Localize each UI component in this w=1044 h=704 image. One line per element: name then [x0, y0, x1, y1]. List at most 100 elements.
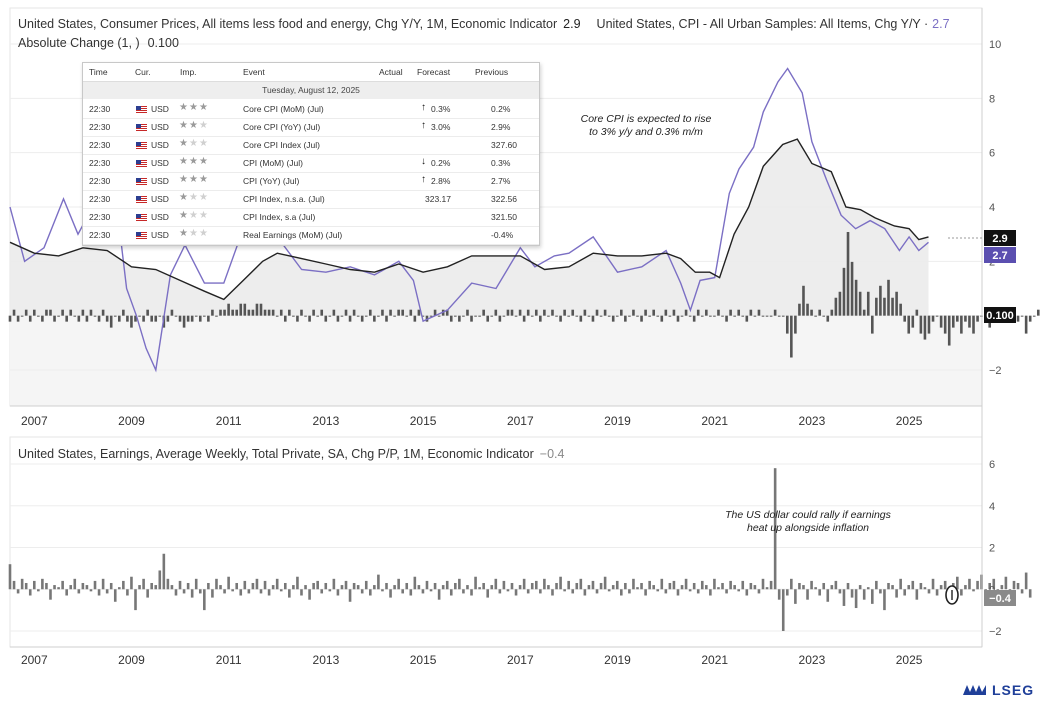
us-flag-icon — [136, 142, 147, 149]
change-bar — [696, 309, 700, 316]
earnings-bar — [474, 576, 477, 590]
row-time: 22:30 — [89, 104, 111, 114]
change-bar — [733, 315, 736, 317]
earnings-bar — [12, 580, 16, 590]
earnings-bar — [101, 578, 105, 590]
change-bar — [126, 315, 129, 322]
earnings-bar — [903, 589, 906, 596]
calendar-date: Tuesday, August 12, 2025 — [83, 82, 539, 99]
change-bar — [332, 309, 336, 316]
header-event[interactable]: Event — [243, 67, 265, 77]
earnings-bar — [684, 578, 688, 590]
calendar-row[interactable]: 22:30 USD ★★★ Real Earnings (MoM) (Jul) -0.4… — [83, 226, 539, 245]
change-bar — [12, 309, 16, 316]
change-bar — [186, 315, 190, 322]
earnings-bar — [373, 585, 376, 590]
earnings-bar — [267, 589, 271, 596]
calendar-row[interactable]: 22:30 USD ★★★ Core CPI (MoM) (Jul) ↑ 0.3% 0.2% — [83, 100, 539, 119]
change-bar — [373, 315, 376, 322]
row-forecast: 0.2% — [431, 158, 451, 168]
earnings-bar — [607, 589, 611, 592]
earnings-bar — [300, 589, 303, 596]
earnings-bar — [960, 589, 963, 596]
row-time: 22:30 — [89, 194, 111, 204]
change-bar — [903, 315, 906, 322]
star-icon: ★ — [179, 138, 189, 149]
change-bar — [866, 291, 870, 316]
earnings-bar — [344, 580, 348, 590]
earnings-bar — [126, 589, 129, 596]
header-forecast[interactable]: Forecast — [417, 67, 451, 77]
calendar-row[interactable]: 22:30 USD ★★★ CPI (MoM) (Jul) ↓ 0.2% 0.3% — [83, 154, 539, 173]
calendar-row[interactable]: 22:30 USD ★★★ Core CPI (YoY) (Jul) ↑ 3.0% 2.9% — [83, 118, 539, 137]
earnings-bar — [583, 589, 587, 596]
change-bar — [445, 309, 449, 316]
change-bar — [680, 315, 684, 317]
bottom-x-tick-label: 2025 — [896, 653, 923, 667]
change-bar — [547, 315, 550, 317]
earnings-bar — [336, 589, 340, 596]
earnings-bar — [907, 585, 911, 590]
earnings-bar — [551, 589, 554, 596]
earnings-bar — [308, 589, 311, 600]
earnings-bar — [304, 585, 307, 590]
change-bar — [664, 309, 668, 316]
earnings-bar — [506, 589, 510, 592]
change-bar — [539, 315, 542, 322]
change-bar — [935, 315, 939, 317]
star-icon: ★ — [188, 102, 199, 113]
core-value-badge: 2.9 — [992, 233, 1007, 245]
header-actual[interactable]: Actual — [379, 67, 403, 77]
earnings-bar — [798, 582, 801, 590]
core-value-badge-bg — [984, 230, 1016, 246]
earnings-bar — [644, 589, 647, 596]
change-bar — [369, 309, 372, 316]
legend-earnings-label: United States, Earnings, Average Weekly,… — [18, 447, 534, 461]
earnings-bar — [255, 578, 259, 590]
importance-stars-icon: ★★★ — [179, 102, 209, 113]
change-bar — [907, 315, 911, 334]
change-bar — [781, 315, 785, 317]
earnings-bar — [502, 580, 506, 590]
earnings-bar — [138, 585, 141, 590]
earnings-bar — [324, 582, 328, 590]
change-bar — [895, 291, 898, 316]
change-bar — [466, 309, 469, 316]
change-bar — [312, 309, 315, 316]
calendar-row[interactable]: 22:30 USD ★★★ CPI (YoY) (Jul) ↑ 2.8% 2.7% — [83, 172, 539, 191]
header-previous[interactable]: Previous — [475, 67, 509, 77]
change-bar — [101, 309, 105, 316]
bottom-x-tick-label: 2017 — [507, 653, 534, 667]
calendar-row[interactable]: 22:30 USD ★★★ CPI Index, n.s.a. (Jul) 323.17… — [83, 190, 539, 209]
header-time[interactable]: Time — [89, 67, 108, 77]
importance-stars-icon: ★★★ — [179, 138, 209, 149]
change-bar — [862, 309, 866, 316]
earnings-bar — [77, 589, 81, 594]
row-event: Core CPI (YoY) (Jul) — [243, 122, 321, 132]
change-bar — [960, 315, 963, 334]
row-forecast: 2.8% — [431, 176, 451, 186]
row-currency: USD — [151, 158, 169, 168]
change-bar — [97, 315, 101, 322]
calendar-row[interactable]: 22:30 USD ★★★ CPI Index, s.a (Jul) 321.50 — [83, 208, 539, 227]
change-bar — [324, 315, 328, 322]
star-icon: ★ — [198, 210, 209, 221]
earnings-bar — [988, 582, 992, 590]
earnings-bar — [547, 585, 550, 590]
row-currency: USD — [151, 230, 169, 240]
earnings-bar — [312, 582, 315, 590]
change-bar — [178, 315, 182, 322]
header-importance[interactable]: Imp. — [180, 67, 197, 77]
calendar-row[interactable]: 22:30 USD ★★★ Core CPI Index (Jul) 327.60 — [83, 136, 539, 155]
change-bar — [231, 309, 234, 316]
earnings-bar — [518, 585, 522, 590]
earnings-bar — [721, 582, 724, 590]
earnings-bar — [203, 589, 206, 611]
change-bar — [543, 309, 546, 316]
earnings-bar — [624, 582, 627, 590]
change-bar — [356, 315, 360, 317]
top-y-tick-label: −2 — [989, 365, 1002, 377]
earnings-bar — [676, 589, 680, 596]
change-value-badge-bg — [984, 307, 1016, 323]
header-currency[interactable]: Cur. — [135, 67, 151, 77]
